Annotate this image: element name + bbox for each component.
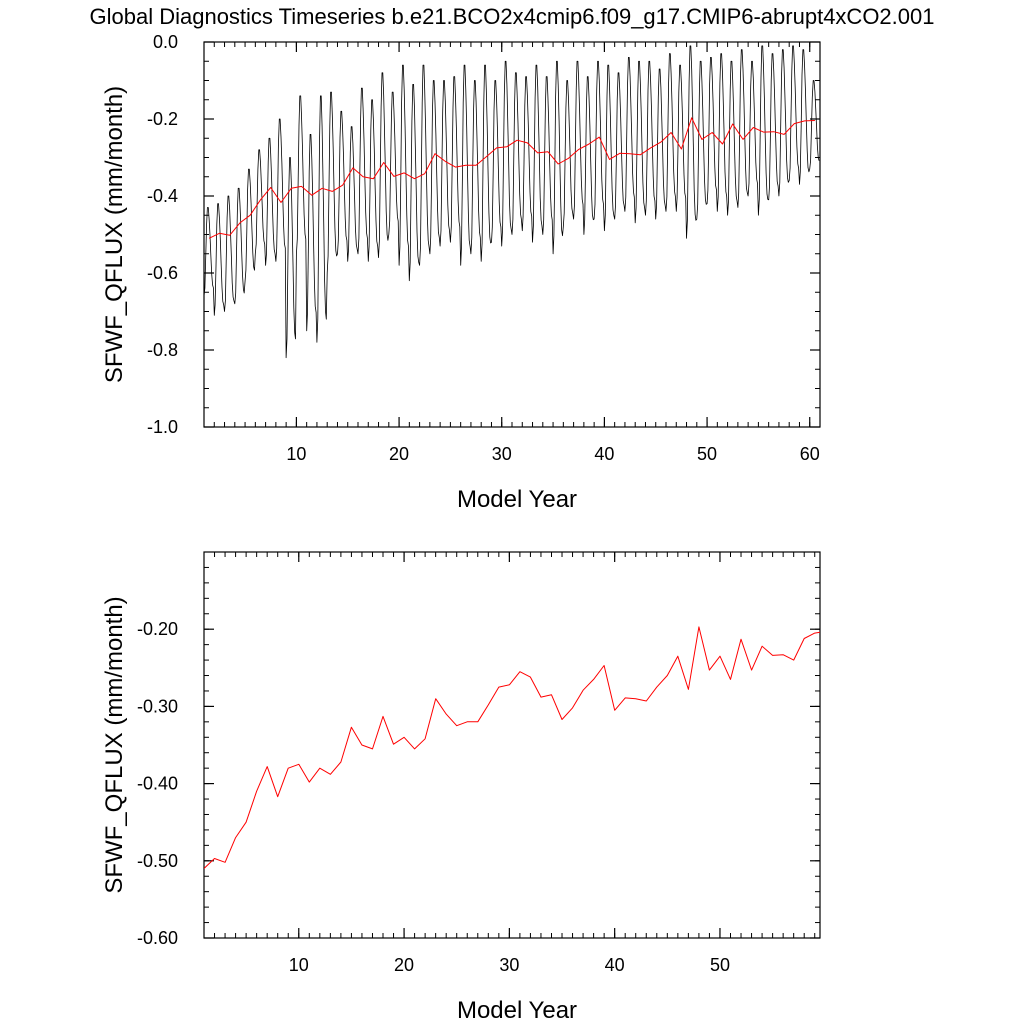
annual-mean-line — [208, 117, 815, 239]
bottom-panel: 10 20 30 40 50 -0.20 -0.30 -0.40 -0.50 -0.60 Model… — [101, 551, 821, 1024]
top-panel: 10 20 30 40 50 60 0.0 -0.2 -0.4 -0.6 -0.8 -1.0 Model… — [101, 32, 821, 513]
x-tick-label: 40 — [594, 444, 614, 464]
y-tick-label: -0.4 — [147, 186, 178, 206]
x-tick-label: 10 — [286, 444, 306, 464]
y-tick-label: 0.0 — [153, 32, 178, 52]
y-tick-label: -0.20 — [137, 619, 178, 639]
y-tick-label: -0.6 — [147, 263, 178, 283]
x-tick-label: 20 — [389, 444, 409, 464]
x-axis-title: Model Year — [457, 997, 577, 1024]
plot-frame — [203, 551, 821, 939]
x-tick-label: 50 — [697, 444, 717, 464]
y-tick-label: -0.60 — [137, 928, 178, 948]
y-tick-label: -0.40 — [137, 774, 178, 794]
y-tick-label: -0.30 — [137, 696, 178, 716]
y-tick-label: -0.2 — [147, 109, 178, 129]
x-axis-title: Model Year — [457, 486, 577, 513]
chart-title: Global Diagnostics Timeseries b.e21.BCO2… — [90, 4, 935, 29]
x-tick-label: 50 — [710, 955, 730, 975]
monthly-series-line — [204, 45, 820, 359]
x-tick-label: 30 — [492, 444, 512, 464]
x-tick-label: 40 — [605, 955, 625, 975]
x-tick-label: 10 — [289, 955, 309, 975]
x-tick-label: 20 — [394, 955, 414, 975]
y-axis-title: SFWF_QFLUX (mm/month) — [101, 596, 128, 893]
x-tick-label: 30 — [499, 955, 519, 975]
x-tick-label: 60 — [800, 444, 820, 464]
y-axis-title: SFWF_QFLUX (mm/month) — [101, 86, 128, 383]
y-tick-label: -0.8 — [147, 340, 178, 360]
y-tick-label: -1.0 — [147, 417, 178, 437]
y-tick-label: -0.50 — [137, 851, 178, 871]
annual-mean-line — [204, 626, 820, 869]
